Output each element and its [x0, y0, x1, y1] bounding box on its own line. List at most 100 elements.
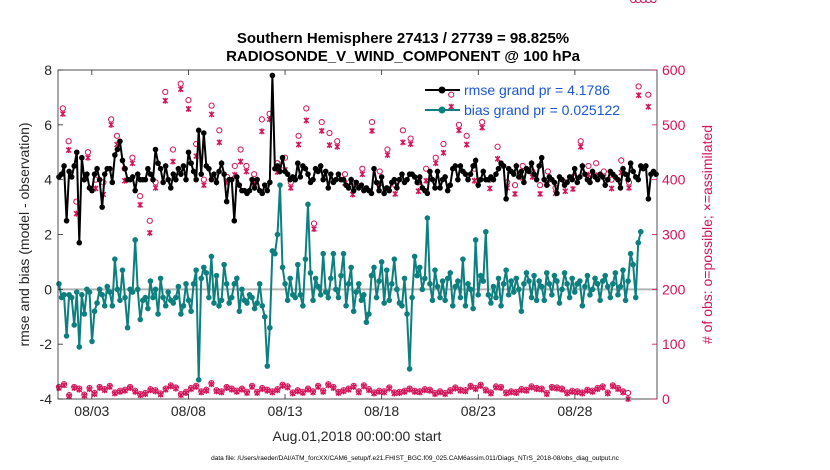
bias-point: [251, 305, 258, 312]
rmse-point: [165, 176, 172, 183]
rmse-point: [132, 187, 138, 194]
bias-point: [200, 264, 207, 271]
rmse-point: [490, 176, 497, 183]
rmse-point: [518, 168, 525, 175]
obs-assimilated-marker: [477, 382, 484, 389]
rmse-point: [455, 176, 461, 183]
obs-assimilated-marker: [589, 388, 596, 395]
rmse-point: [467, 171, 474, 177]
obs-possible-marker: [162, 88, 169, 96]
rmse-point: [66, 168, 72, 175]
bias-point: [345, 281, 352, 287]
axes-layer: 08/03 08/08 08/13 08/18 08/23 08/28 -4 -2 0 2 4 6 8 0…: [40, 62, 686, 419]
rmse-point: [145, 165, 151, 172]
bias-point: [305, 201, 311, 208]
obs-possible-marker: [368, 118, 376, 126]
obs-possible-marker: [618, 157, 625, 164]
y2-tick-label: 500: [662, 117, 686, 133]
obs-possible-marker: [463, 132, 470, 139]
obs-possible-marker: [318, 118, 325, 126]
obs-possible-marker: [440, 140, 447, 148]
rmse-point: [513, 163, 520, 169]
bias-point: [523, 270, 530, 276]
bias-point: [307, 270, 314, 276]
obs-assimilated-marker: [311, 226, 317, 233]
obs-assimilated-marker: [101, 387, 108, 394]
bias-point: [206, 294, 212, 301]
rmse-point: [617, 185, 624, 191]
obs-assimilated-marker: [559, 386, 565, 393]
rmse-point: [320, 176, 327, 183]
rmse-point: [627, 160, 634, 167]
rmse-point: [622, 171, 629, 177]
obs-possible-marker: [511, 182, 519, 189]
obs-assimilated-marker: [81, 392, 88, 399]
rmse-point: [394, 185, 400, 191]
rmse-point: [480, 168, 487, 175]
bias-point: [173, 294, 179, 301]
rmse-point: [198, 171, 205, 177]
obs-possible-marker: [258, 116, 265, 123]
rmse-point: [279, 154, 286, 161]
obs-assimilated-marker: [548, 385, 555, 392]
rmse-point: [294, 160, 301, 167]
obs-assimilated-marker: [170, 158, 176, 165]
rmse-point: [495, 165, 502, 172]
bias-point: [543, 270, 550, 276]
rmse-point: [333, 176, 339, 183]
obs-assimilated-marker: [376, 388, 382, 395]
x-tick-label: 08/03: [74, 403, 109, 419]
bias-point: [597, 297, 603, 304]
rmse-point: [396, 176, 403, 183]
obs-assimilated-marker: [259, 386, 266, 393]
obs-assimilated-marker: [213, 388, 220, 395]
rmse-point: [221, 171, 227, 177]
rmse-point: [264, 187, 271, 194]
rmse-point: [465, 176, 471, 183]
obs-assimilated-marker: [167, 383, 174, 390]
x-tick-label: 08/08: [171, 403, 206, 419]
bias-point: [500, 281, 507, 287]
obs-assimilated-marker: [289, 390, 296, 397]
rmse-point: [267, 179, 273, 186]
rmse-point: [185, 149, 192, 156]
obs-possible-marker: [645, 0, 652, 4]
rmse-point: [129, 174, 136, 180]
obs-assimilated-marker: [65, 147, 72, 154]
bias-point: [442, 297, 448, 304]
bias-point: [353, 289, 360, 295]
rmse-point: [579, 163, 586, 169]
bias-point: [56, 281, 62, 287]
obs-assimilated-marker: [360, 383, 367, 390]
bias-point: [350, 308, 357, 315]
bias-point: [455, 278, 461, 284]
obs-assimilated-marker: [570, 185, 576, 192]
rmse-point: [317, 163, 324, 169]
obs-assimilated-marker: [523, 387, 530, 394]
bias-point: [312, 275, 319, 282]
rmse-point: [645, 196, 652, 202]
obs-assimilated-marker: [366, 387, 372, 394]
bias-point: [495, 275, 502, 282]
obs-assimilated-marker: [487, 390, 494, 397]
bias-point: [526, 278, 532, 284]
rmse-point: [335, 171, 342, 177]
rmse-point: [297, 174, 304, 180]
obs-assimilated-marker: [172, 385, 179, 392]
bias-point: [419, 286, 426, 293]
rmse-point: [231, 217, 238, 224]
bias-point: [239, 286, 245, 293]
rmse-point: [643, 163, 649, 169]
obs-assimilated-marker: [345, 386, 352, 393]
bias-point: [460, 256, 466, 262]
obs-assimilated-marker: [594, 386, 601, 393]
bias-point: [414, 272, 421, 279]
bias-point: [236, 308, 243, 315]
rmse-point: [315, 168, 321, 175]
bias-point: [216, 302, 222, 309]
obs-assimilated-marker: [177, 86, 184, 93]
obs-assimilated-marker: [494, 155, 501, 162]
rmse-point: [73, 149, 80, 156]
rmse-point: [190, 168, 197, 175]
bias-point: [386, 297, 393, 304]
